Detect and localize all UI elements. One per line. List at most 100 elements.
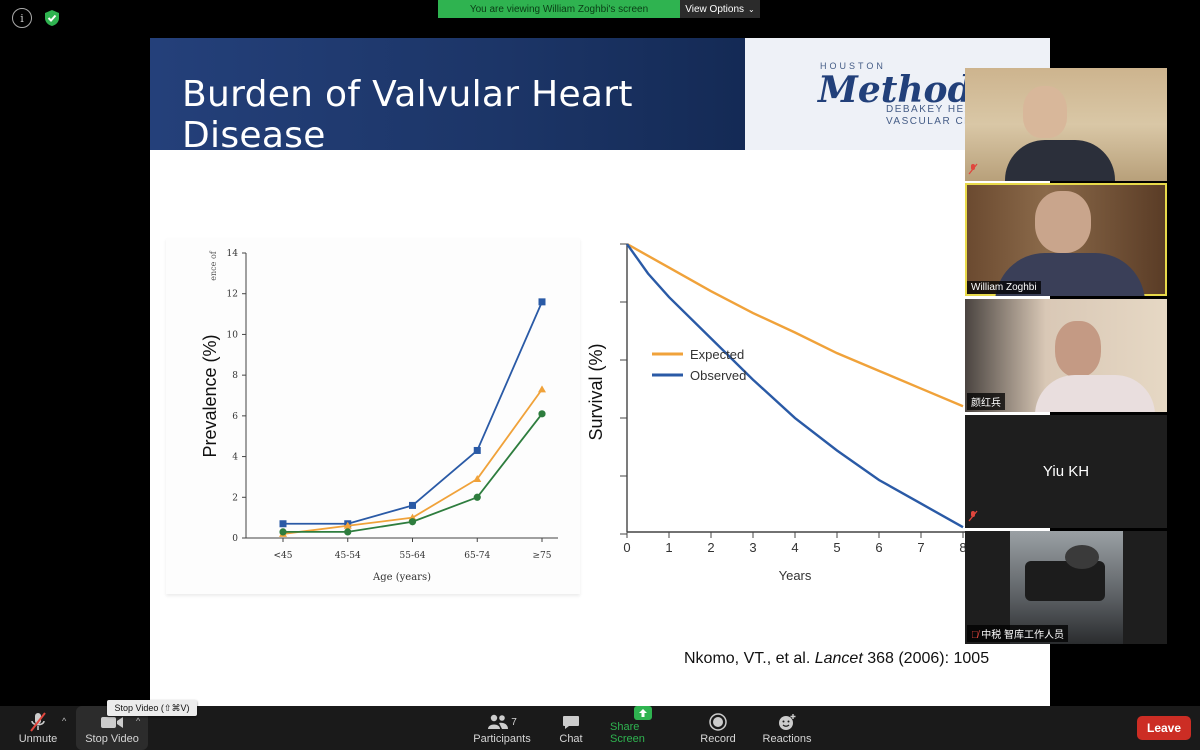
logo-houston: HOUSTON <box>820 61 886 71</box>
y-tick-label: 4 <box>232 453 238 463</box>
legend-label: Observed <box>690 368 746 383</box>
share-screen-label: Share Screen <box>610 721 645 745</box>
data-point-square <box>538 298 546 306</box>
y-tick-label: 6 <box>232 412 238 422</box>
x-axis-label: Years <box>779 568 812 583</box>
info-icon[interactable]: i <box>12 8 32 28</box>
series-line-1 <box>283 301 543 525</box>
video-camera-icon <box>100 711 124 733</box>
shared-slide: Burden of Valvular Heart Disease HOUSTON… <box>150 38 1050 706</box>
x-tick-label: 0 <box>623 540 630 555</box>
participant-tile-video-off[interactable]: Yiu KH <box>965 415 1167 528</box>
data-point-circle <box>279 528 287 536</box>
smiley-plus-icon <box>777 711 797 733</box>
x-tick-label: 65-74 <box>464 551 490 561</box>
meeting-toolbar: Unmute ^ Stop Video ^ 7 Participants Cha… <box>0 706 1200 750</box>
x-tick-label: ≥75 <box>533 551 552 561</box>
x-tick-label: 8 <box>959 540 966 555</box>
participants-label: Participants <box>473 733 531 745</box>
series-line-2 <box>282 388 543 535</box>
data-point-circle <box>473 493 481 501</box>
citation: Nkomo, VT., et al. Lancet 368 (2006): 10… <box>684 650 989 668</box>
participants-count: 7 <box>511 716 517 728</box>
data-point-circle <box>538 410 546 418</box>
chevron-down-icon: ⌄ <box>748 4 755 14</box>
citation-journal: Lancet <box>814 650 863 667</box>
share-screen-button[interactable]: Share Screen <box>610 706 676 750</box>
x-tick-label: 45-54 <box>335 551 361 561</box>
y-axis-label-truncated: ence of <box>209 250 218 280</box>
person-figure <box>1035 191 1091 253</box>
data-point-square <box>409 501 416 509</box>
video-options-caret[interactable]: ^ <box>136 716 141 726</box>
x-tick-label: 2 <box>707 540 714 555</box>
survival-chart: 0 1 2 3 4 5 6 7 8 Years Survival (%) Expected Observ… <box>580 236 980 598</box>
chat-icon <box>562 711 580 733</box>
top-left-icons: i <box>12 8 62 28</box>
viewing-banner: You are viewing William Zoghbi's screen … <box>438 0 760 18</box>
x-tick-label: 1 <box>665 540 672 555</box>
stop-video-tooltip: Stop Video (⇧⌘V) <box>107 700 197 716</box>
chat-button[interactable]: Chat <box>550 706 592 750</box>
x-tick-label: 7 <box>917 540 924 555</box>
x-tick-label: 5 <box>833 540 840 555</box>
legend-label: Expected <box>690 347 744 362</box>
prevalence-chart: 0 2 4 6 8 10 12 14 <45 45-54 55-64 65-74 ≥75 Age (yea… <box>166 238 580 594</box>
participant-name: William Zoghbi <box>967 281 1041 294</box>
x-tick-label: <45 <box>274 551 293 561</box>
participant-tile[interactable] <box>965 68 1167 181</box>
muted-mic-icon <box>28 711 48 733</box>
muted-mic-icon <box>968 510 978 525</box>
y-tick-label: 10 <box>227 330 239 340</box>
participant-tile-active-speaker[interactable]: William Zoghbi <box>965 183 1167 296</box>
muted-mic-icon: 🎙̸ <box>971 630 979 641</box>
citation-prefix: Nkomo, VT., et al. <box>684 650 815 667</box>
person-body <box>1035 375 1155 412</box>
x-tick-label: 55-64 <box>400 551 426 561</box>
unmute-label: Unmute <box>18 733 58 745</box>
participant-name-text: 中税 智库工作人员 <box>981 630 1065 641</box>
data-point-triangle <box>473 474 482 482</box>
data-point-triangle <box>538 385 546 393</box>
participants-button[interactable]: 7 Participants <box>470 706 534 750</box>
logo-line2: VASCULAR CE <box>886 116 973 127</box>
record-label: Record <box>700 733 736 745</box>
camera-body <box>1025 561 1105 601</box>
chat-label: Chat <box>559 733 583 745</box>
encryption-shield-icon[interactable] <box>42 8 62 28</box>
record-icon <box>709 711 727 733</box>
viewing-message: You are viewing William Zoghbi's screen <box>438 0 680 18</box>
y-axis-label: Prevalence (%) <box>200 334 220 457</box>
leave-button[interactable]: Leave <box>1137 716 1191 740</box>
y-tick-label: 0 <box>232 534 238 544</box>
view-options-button[interactable]: View Options ⌄ <box>680 0 760 18</box>
muted-mic-icon <box>968 163 978 178</box>
y-tick-label: 2 <box>232 493 238 503</box>
data-point-circle <box>408 518 417 526</box>
participant-name: 🎙̸ 中税 智库工作人员 <box>967 625 1069 642</box>
y-tick-label: 12 <box>227 290 238 300</box>
citation-suffix: 368 (2006): 1005 <box>862 650 990 667</box>
prevalence-chart-svg: 0 2 4 6 8 10 12 14 <45 45-54 55-64 65-74 ≥75 Age (yea… <box>200 249 558 583</box>
reactions-button[interactable]: Reactions <box>760 706 814 750</box>
survival-chart-svg: 0 1 2 3 4 5 6 7 8 Years Survival (%) Expected Observ… <box>586 242 980 583</box>
series-line-expected <box>626 242 964 408</box>
record-button[interactable]: Record <box>696 706 740 750</box>
camera-lens <box>1065 545 1099 569</box>
x-tick-label: 6 <box>875 540 882 555</box>
unmute-button[interactable]: Unmute <box>12 706 64 750</box>
y-tick-label: 14 <box>227 249 239 259</box>
participant-tile[interactable]: 🎙̸ 中税 智库工作人员 <box>965 531 1167 644</box>
view-options-label: View Options <box>685 3 745 15</box>
y-tick-label: 8 <box>232 371 238 381</box>
audio-options-caret[interactable]: ^ <box>62 716 67 726</box>
logo-line1: DEBAKEY HEA <box>886 104 973 115</box>
participant-tile[interactable]: 颜红兵 <box>965 299 1167 412</box>
data-point-square <box>473 446 481 454</box>
participants-icon: 7 <box>487 711 517 733</box>
person-figure <box>1055 321 1101 377</box>
series-line-observed <box>626 243 964 529</box>
person-body <box>1005 140 1115 181</box>
data-point-circle <box>344 528 352 536</box>
x-tick-label: 4 <box>791 540 798 555</box>
